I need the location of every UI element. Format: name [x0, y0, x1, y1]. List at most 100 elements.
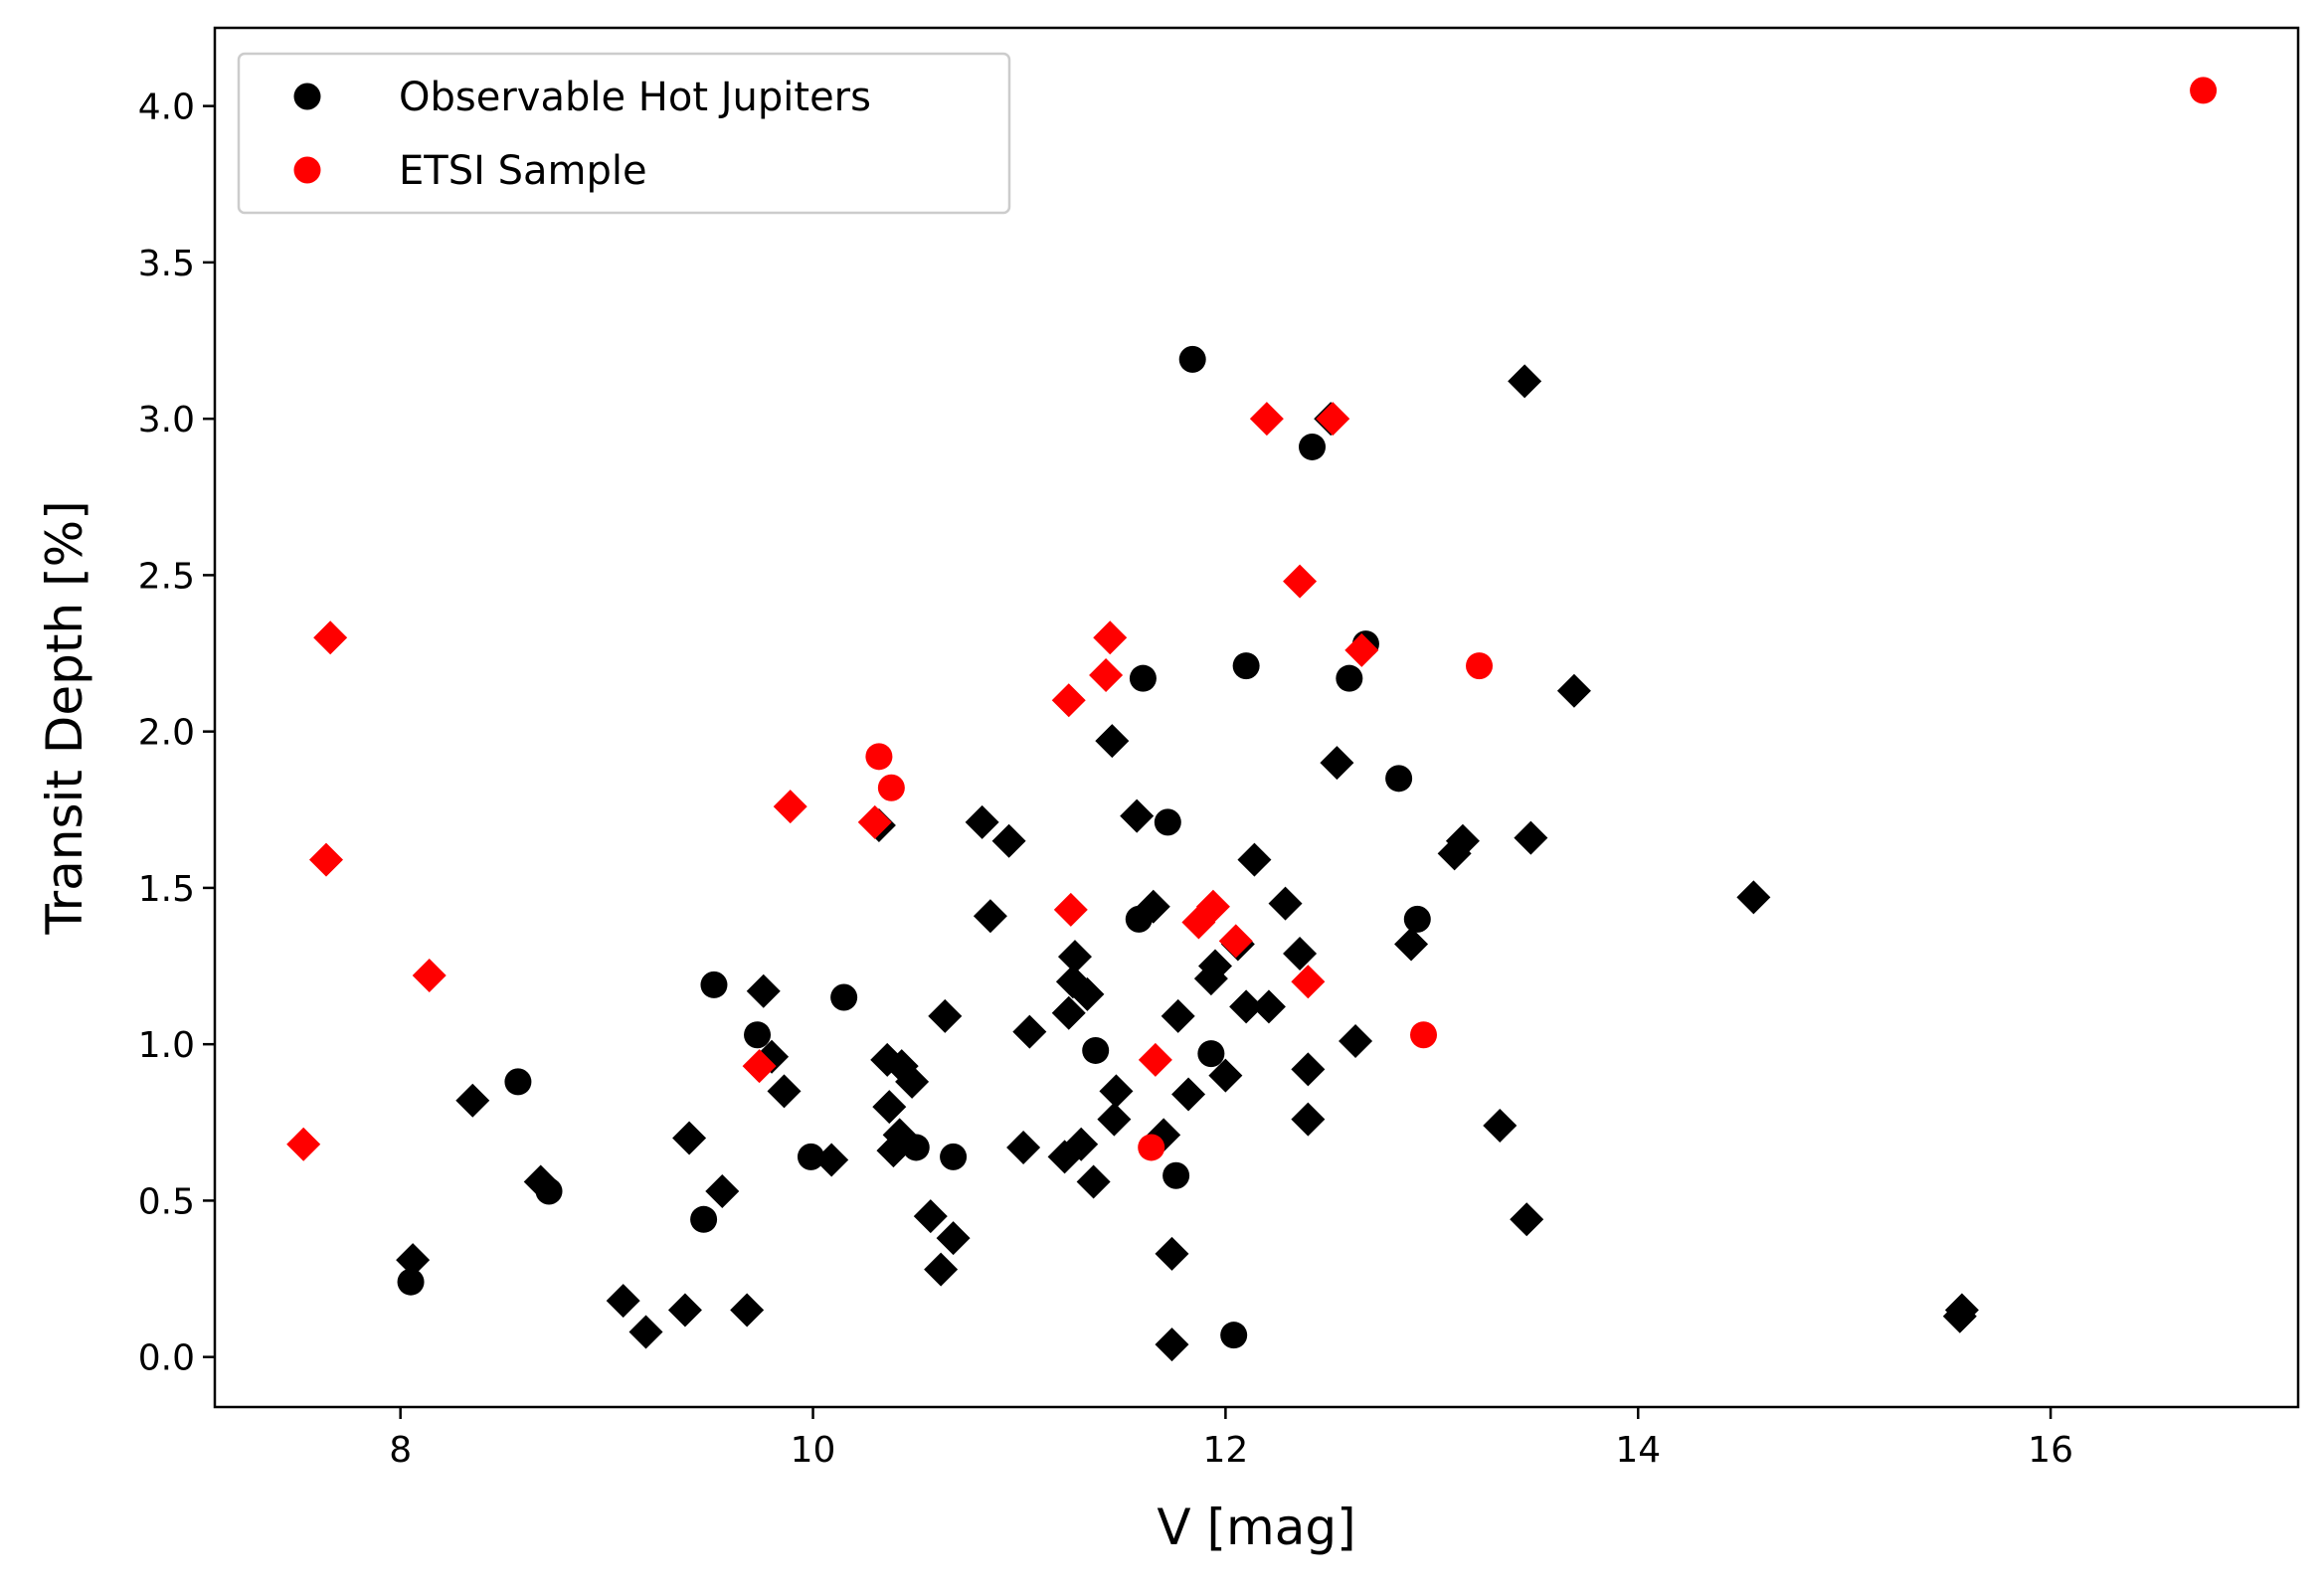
- point-1-51: [1237, 842, 1272, 877]
- point-2-2: [1138, 1134, 1165, 1161]
- point-1-37: [1097, 1102, 1132, 1137]
- point-2-4: [1466, 652, 1494, 680]
- x-tick-label-0: 8: [389, 1430, 412, 1471]
- point-3-19: [1344, 632, 1379, 667]
- point-1-35: [1076, 1164, 1111, 1199]
- point-1-62: [1445, 823, 1480, 858]
- point-1-47: [1198, 949, 1233, 983]
- plot-frame: [213, 26, 2300, 1409]
- point-1-24: [965, 804, 999, 839]
- point-3-4: [742, 1049, 777, 1084]
- point-1-1: [455, 1083, 490, 1118]
- point-1-30: [1051, 995, 1086, 1030]
- point-1-60: [1394, 927, 1429, 962]
- y-axis-ticks: 0.0 0.5 1.0 1.5 2.0 2.5 3.0 3.5 4.0: [138, 88, 215, 1379]
- point-1-19: [895, 1064, 930, 1099]
- point-1-8: [730, 1293, 765, 1327]
- point-3-9: [1089, 658, 1124, 693]
- point-1-23: [936, 1221, 971, 1256]
- point-1-25: [973, 899, 1007, 934]
- point-1-50: [1229, 989, 1264, 1024]
- point-1-54: [1283, 936, 1318, 971]
- point-0-3: [690, 1205, 718, 1233]
- point-1-6: [672, 1121, 707, 1155]
- legend-label-etsi: ETSI Sample: [399, 148, 647, 194]
- point-3-17: [1291, 965, 1326, 999]
- point-1-27: [1006, 1130, 1041, 1164]
- x-tick-label-2: 12: [1202, 1430, 1248, 1471]
- legend-box: [237, 52, 1011, 215]
- point-1-28: [1012, 1014, 1047, 1049]
- point-1-5: [667, 1293, 702, 1327]
- point-1-70: [1944, 1293, 1979, 1327]
- point-1-26: [991, 823, 1026, 858]
- point-1-21: [924, 1252, 959, 1287]
- point-3-10: [1093, 620, 1128, 655]
- point-1-4: [628, 1315, 663, 1349]
- point-0-16: [1197, 1040, 1225, 1068]
- point-3-15: [1249, 402, 1284, 437]
- y-tick-label-7: 3.5: [138, 244, 195, 284]
- legend: Observable Hot Jupiters ETSI Sample: [237, 52, 1011, 215]
- point-1-12: [814, 1143, 849, 1177]
- point-0-19: [1299, 433, 1327, 460]
- point-1-42: [1155, 1236, 1189, 1271]
- point-1-68: [1736, 880, 1771, 915]
- point-1-58: [1320, 746, 1354, 781]
- point-0-15: [1178, 345, 1206, 373]
- point-1-38: [1099, 1074, 1134, 1109]
- point-3-13: [1195, 889, 1230, 924]
- point-2-3: [1410, 1021, 1438, 1049]
- point-1-33: [1064, 1127, 1099, 1161]
- point-0-4: [700, 971, 728, 998]
- series-1: [396, 364, 1979, 1362]
- point-1-44: [1161, 998, 1195, 1033]
- point-0-12: [1129, 664, 1157, 692]
- point-1-2: [523, 1164, 558, 1199]
- point-2-0: [865, 743, 893, 771]
- point-0-6: [797, 1143, 824, 1170]
- point-1-63: [1483, 1108, 1518, 1143]
- point-1-64: [1508, 364, 1542, 399]
- point-0-20: [1336, 664, 1363, 692]
- y-tick-label-4: 2.0: [138, 713, 195, 754]
- point-0-7: [830, 983, 858, 1011]
- y-tick-label-5: 2.5: [138, 556, 195, 597]
- point-1-53: [1268, 886, 1303, 921]
- x-tick-label-4: 16: [2028, 1430, 2073, 1471]
- legend-marker-etsi: [293, 156, 321, 184]
- x-tick-label-3: 14: [1615, 1430, 1661, 1471]
- series-3: [286, 402, 1379, 1161]
- point-3-11: [1138, 1042, 1172, 1077]
- point-3-1: [309, 842, 344, 877]
- point-1-15: [872, 1090, 907, 1125]
- point-1-0: [396, 1243, 431, 1278]
- point-1-59: [1339, 1024, 1373, 1059]
- point-1-36: [1095, 724, 1130, 759]
- point-0-22: [1385, 765, 1413, 793]
- point-0-1: [504, 1068, 532, 1096]
- y-tick-label-3: 1.5: [138, 869, 195, 910]
- point-1-45: [1171, 1077, 1206, 1112]
- point-3-5: [773, 790, 807, 824]
- x-axis-label: V [mag]: [1157, 1499, 1355, 1556]
- point-1-32: [1057, 940, 1092, 974]
- point-0-5: [744, 1021, 772, 1049]
- point-1-43: [1155, 1327, 1189, 1362]
- point-3-14: [1218, 924, 1253, 959]
- point-1-40: [1136, 889, 1170, 924]
- point-0-23: [1403, 905, 1431, 933]
- point-1-3: [606, 1284, 640, 1319]
- point-0-17: [1220, 1322, 1248, 1349]
- point-1-52: [1251, 989, 1286, 1024]
- point-1-39: [1120, 798, 1155, 833]
- legend-marker-observable: [293, 83, 321, 110]
- point-3-8: [1053, 892, 1088, 927]
- point-0-10: [1082, 1036, 1110, 1064]
- point-3-2: [313, 620, 348, 655]
- point-1-17: [882, 1118, 917, 1152]
- point-1-22: [928, 998, 963, 1033]
- x-axis-ticks: 8 10 12 14 16: [389, 1407, 2073, 1471]
